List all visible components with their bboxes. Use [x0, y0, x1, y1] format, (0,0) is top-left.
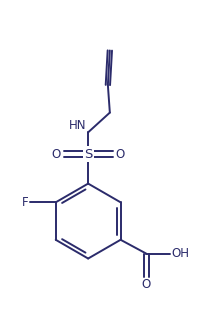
Text: O: O [142, 278, 151, 291]
Text: O: O [116, 148, 125, 161]
Text: HN: HN [69, 119, 86, 132]
Text: S: S [84, 148, 92, 161]
Text: F: F [21, 196, 28, 209]
Text: OH: OH [172, 247, 190, 260]
Text: O: O [51, 148, 60, 161]
